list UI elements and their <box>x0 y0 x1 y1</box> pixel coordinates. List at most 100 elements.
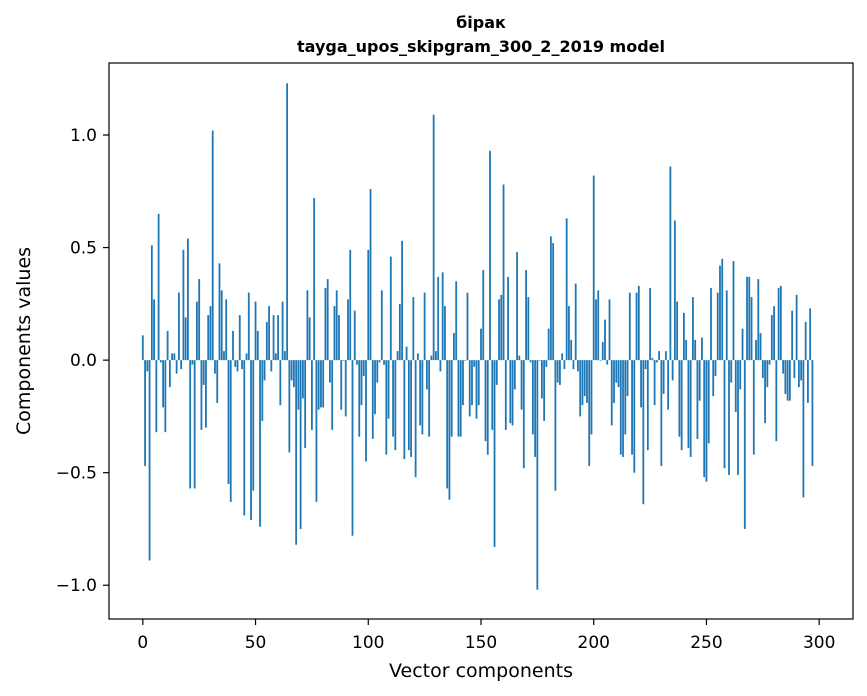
bar-41 <box>234 360 237 367</box>
bar-222 <box>642 360 645 505</box>
bar-246 <box>696 360 699 439</box>
bar-134 <box>444 306 446 361</box>
bar-251 <box>707 360 710 444</box>
bar-244 <box>692 297 694 361</box>
bar-45 <box>243 360 246 516</box>
bar-84 <box>331 360 334 430</box>
x-tick-label: 150 <box>465 633 497 653</box>
bar-138 <box>453 333 455 361</box>
bar-100 <box>367 249 370 361</box>
bar-50 <box>254 301 257 361</box>
bar-265 <box>739 360 742 390</box>
bar-26 <box>200 360 203 430</box>
bar-142 <box>462 360 464 406</box>
bar-219 <box>635 292 638 361</box>
bar-27 <box>202 360 205 385</box>
bar-160 <box>502 184 505 361</box>
bar-266 <box>741 328 744 361</box>
bar-152 <box>484 360 487 442</box>
bar-22 <box>191 360 194 365</box>
x-axis-label: Vector components <box>389 660 573 682</box>
bar-37 <box>225 299 228 361</box>
bar-215 <box>626 360 629 397</box>
bar-188 <box>565 218 568 361</box>
bar-133 <box>441 272 444 361</box>
bar-59 <box>274 353 277 361</box>
bar-289 <box>793 360 796 379</box>
bar-192 <box>574 283 577 361</box>
bar-234 <box>669 166 672 361</box>
bar-281 <box>775 360 778 442</box>
bar-178 <box>543 360 546 421</box>
y-tick-label: −1.0 <box>56 576 97 596</box>
bar-284 <box>782 360 785 374</box>
bar-166 <box>516 252 518 361</box>
bar-236 <box>673 220 676 361</box>
bar-62 <box>281 301 284 361</box>
x-tick-label: 100 <box>352 633 384 653</box>
bar-243 <box>689 360 692 457</box>
bar-145 <box>468 360 471 417</box>
bar-90 <box>344 360 347 417</box>
bar-98 <box>362 360 365 376</box>
bar-231 <box>662 360 665 394</box>
bar-126 <box>425 360 428 390</box>
bar-56 <box>268 306 270 361</box>
bar-248 <box>701 337 703 361</box>
bar-128 <box>430 355 433 361</box>
bar-218 <box>633 360 636 473</box>
bar-85 <box>333 306 336 361</box>
bar-240 <box>683 312 685 361</box>
bar-21 <box>189 360 192 489</box>
bar-140 <box>457 360 460 437</box>
bar-35 <box>220 290 223 361</box>
bar-167 <box>518 355 521 361</box>
bar-229 <box>658 351 661 361</box>
bar-83 <box>329 360 331 383</box>
bar-53 <box>261 360 264 421</box>
bar-43 <box>238 315 241 361</box>
bar-144 <box>466 292 469 361</box>
bar-120 <box>412 297 415 361</box>
bar-30 <box>209 306 212 361</box>
bar-296 <box>809 308 812 361</box>
bar-282 <box>777 288 780 361</box>
bar-99 <box>365 360 367 462</box>
bar-14 <box>173 353 176 361</box>
bar-104 <box>376 360 379 383</box>
bar-135 <box>446 360 449 489</box>
bar-149 <box>477 360 480 406</box>
bar-31 <box>211 130 214 361</box>
bar-64 <box>286 83 289 361</box>
bar-261 <box>730 360 733 383</box>
chart-title-line-2: tayga_upos_skipgram_300_2_2019 model <box>297 37 665 56</box>
bar-95 <box>356 360 358 365</box>
bar-264 <box>737 360 739 475</box>
bar-175 <box>536 360 539 590</box>
bar-81 <box>324 288 327 361</box>
bar-272 <box>755 339 757 361</box>
x-axis-ticks: 0 50 100 150 200 250 300 <box>137 619 835 653</box>
bar-287 <box>788 360 791 401</box>
bar-176 <box>538 360 541 361</box>
bar-241 <box>685 339 688 361</box>
bar-131 <box>437 276 440 361</box>
bar-193 <box>577 360 579 372</box>
bar-108 <box>385 360 388 455</box>
bar-173 <box>531 360 534 435</box>
bar-97 <box>360 360 363 406</box>
bar-8 <box>159 360 162 363</box>
bar-78 <box>317 360 320 410</box>
bar-159 <box>500 294 503 361</box>
bar-258 <box>723 360 726 469</box>
bar-189 <box>568 306 570 361</box>
bar-76 <box>313 198 316 361</box>
bar-249 <box>703 360 706 478</box>
bar-9 <box>162 360 165 408</box>
bar-34 <box>218 263 221 361</box>
bar-276 <box>764 360 766 424</box>
bar-96 <box>358 360 361 437</box>
bar-297 <box>811 360 814 466</box>
bar-1 <box>144 360 146 466</box>
